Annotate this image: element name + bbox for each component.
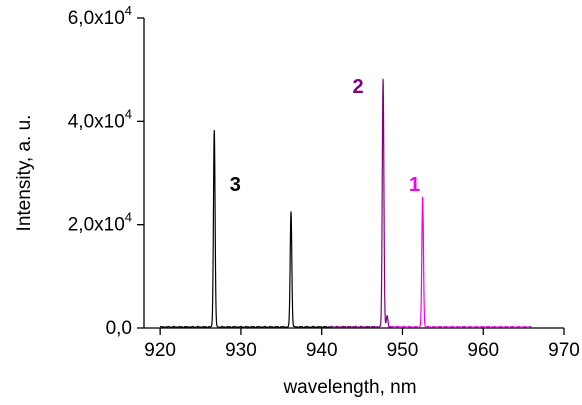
- series-label-1: 1: [409, 174, 420, 196]
- series-line-1: [389, 196, 533, 329]
- y-tick-label: 6,0x104: [68, 3, 132, 29]
- x-tick-label: 940: [306, 340, 338, 361]
- x-tick-label: 950: [387, 340, 419, 361]
- y-tick-label: 4,0x104: [68, 106, 132, 132]
- series-labels: 3 2 1: [230, 76, 420, 196]
- series-line-2: [329, 78, 411, 329]
- x-tick-label: 920: [144, 340, 176, 361]
- x-ticks: 920 930 940 950 960 970: [144, 328, 580, 361]
- y-tick-mantissa: 6,0x10: [68, 8, 125, 29]
- series-label-3: 3: [230, 174, 241, 196]
- series-line-3: [159, 129, 379, 329]
- y-tick-exponent: 4: [125, 106, 132, 121]
- y-axis-title: Intensity, a. u.: [14, 115, 35, 232]
- axes: [143, 18, 564, 329]
- series-label-2: 2: [352, 76, 363, 98]
- y-tick-label: 0,0: [106, 318, 132, 339]
- x-tick-label: 970: [548, 340, 580, 361]
- y-tick-mantissa: 2,0x10: [68, 215, 125, 236]
- series-layer: [159, 78, 533, 329]
- x-tick-label: 930: [225, 340, 257, 361]
- y-tick-mantissa: 4,0x10: [68, 111, 125, 132]
- x-axis-title: wavelength, nm: [282, 377, 416, 398]
- y-tick-label: 2,0x104: [68, 210, 132, 236]
- y-tick-exponent: 4: [125, 3, 132, 18]
- x-tick-label: 960: [467, 340, 499, 361]
- y-tick-exponent: 4: [125, 210, 132, 225]
- y-tick-mantissa: 0,0: [106, 318, 132, 339]
